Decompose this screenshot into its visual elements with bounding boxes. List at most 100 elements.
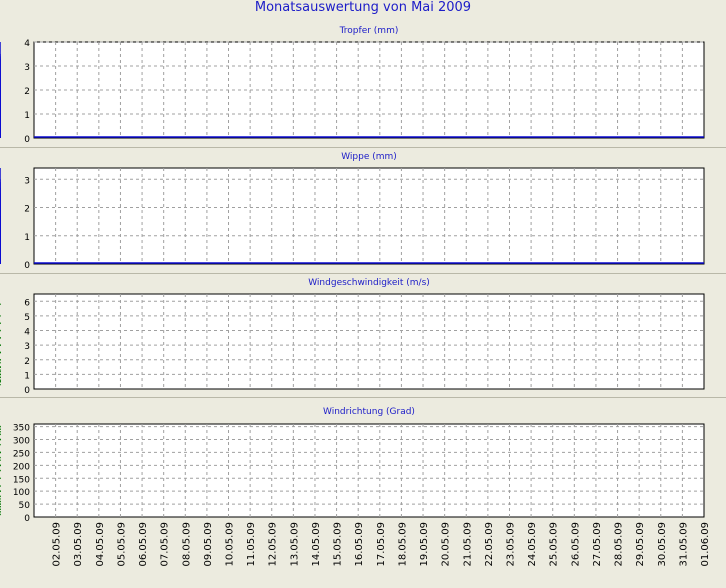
x-tick-label: 05.05.09	[116, 522, 127, 567]
data-point	[0, 369, 1, 371]
data-point	[0, 438, 1, 441]
x-tick-label: 23.05.09	[505, 522, 516, 567]
data-point	[0, 351, 1, 354]
data-point	[0, 459, 1, 461]
x-tick-label: 20.05.09	[441, 522, 452, 567]
panel-title: Wippe (mm)	[341, 152, 397, 162]
data-point	[0, 380, 1, 383]
x-tick-label: 31.05.09	[678, 522, 689, 567]
x-tick-label: 15.05.09	[333, 522, 344, 567]
data-point	[0, 451, 1, 454]
y-tick-label: 2	[24, 205, 30, 215]
data-point	[0, 485, 1, 487]
x-tick-label: 09.05.09	[203, 522, 214, 567]
data-point	[0, 464, 1, 467]
data-point	[0, 370, 1, 373]
x-tick-label: 18.05.09	[397, 522, 408, 567]
y-tick-label: 0	[24, 261, 30, 271]
x-tick-label: 30.05.09	[657, 522, 668, 567]
data-point	[0, 322, 1, 325]
panel-title: Windgeschwindigkeit (m/s)	[308, 278, 430, 288]
plot-area	[33, 423, 705, 518]
data-point	[0, 430, 1, 433]
y-tick-label: 350	[13, 424, 30, 434]
plot-area	[33, 167, 705, 265]
data-point	[0, 315, 1, 317]
data-point	[0, 344, 1, 346]
x-tick-label: 12.05.09	[268, 522, 279, 567]
y-tick-label: 0	[24, 386, 30, 396]
data-point	[0, 500, 1, 503]
data-point	[0, 508, 1, 511]
data-point	[0, 477, 1, 480]
data-point	[0, 469, 1, 472]
x-tick-label: 14.05.09	[311, 522, 322, 567]
plot-area	[33, 293, 705, 390]
data-point	[0, 498, 1, 500]
x-tick-label: 27.05.09	[592, 522, 603, 567]
y-tick-label: 4	[24, 328, 30, 338]
y-tick-label: 0	[24, 514, 30, 524]
y-tick-label: 0	[24, 135, 30, 145]
y-tick-label: 1	[24, 111, 30, 121]
data-point	[0, 373, 1, 376]
x-tick-label: 10.05.09	[225, 522, 236, 567]
x-tick-label: 11.05.09	[246, 522, 257, 567]
data-point	[0, 495, 1, 498]
data-point	[0, 329, 1, 332]
y-tick-label: 100	[13, 488, 30, 498]
data-point	[0, 366, 1, 368]
panel-separator	[0, 273, 726, 274]
x-tick-label: 03.05.09	[73, 522, 84, 567]
x-tick-label: 08.05.09	[181, 522, 192, 567]
panel-separator	[0, 147, 726, 148]
data-point	[0, 503, 1, 505]
y-tick-label: 3	[24, 342, 30, 352]
data-point	[0, 428, 1, 430]
plot-area	[33, 41, 705, 139]
x-tick-label: 01.06.09	[700, 522, 711, 567]
panel-separator	[0, 397, 726, 398]
page-title: Monatsauswertung von Mai 2009	[254, 0, 472, 15]
panel-title: Tropfer (mm)	[339, 26, 399, 36]
data-point	[0, 425, 1, 428]
x-tick-label: 07.05.09	[160, 522, 171, 567]
data-point	[0, 511, 1, 513]
y-tick-label: 250	[13, 449, 30, 459]
y-tick-label: 5	[24, 313, 30, 323]
y-tick-label: 200	[13, 462, 30, 472]
x-tick-label: 24.05.09	[527, 522, 538, 567]
x-tick-label: 22.05.09	[484, 522, 495, 567]
x-tick-label: 28.05.09	[614, 522, 625, 567]
x-tick-label: 02.05.09	[52, 522, 63, 567]
x-tick-label: 04.05.09	[95, 522, 106, 567]
data-point	[0, 513, 1, 516]
y-tick-label: 1	[24, 233, 30, 243]
x-tick-label: 17.05.09	[376, 522, 387, 567]
y-tick-label: 150	[13, 475, 30, 485]
y-tick-label: 2	[24, 357, 30, 367]
data-point	[0, 456, 1, 459]
y-tick-label: 300	[13, 437, 30, 447]
data-point	[0, 383, 1, 386]
y-tick-label: 1	[24, 371, 30, 381]
data-point	[0, 337, 1, 339]
y-tick-label: 3	[24, 63, 30, 73]
data-point	[0, 358, 1, 361]
data-point	[0, 490, 1, 492]
x-tick-label: 26.05.09	[570, 522, 581, 567]
data-point	[0, 376, 1, 379]
y-tick-label: 50	[19, 501, 31, 511]
y-tick-label: 4	[24, 39, 30, 49]
data-point	[0, 505, 1, 508]
x-tick-label: 25.05.09	[549, 522, 560, 567]
x-tick-label: 13.05.09	[289, 522, 300, 567]
panel-title: Windrichtung (Grad)	[323, 407, 415, 417]
data-point	[0, 443, 1, 446]
x-tick-label: 19.05.09	[419, 522, 430, 567]
x-tick-label: 29.05.09	[635, 522, 646, 567]
y-tick-label: 3	[24, 176, 30, 186]
y-tick-label: 6	[24, 298, 30, 308]
data-point	[0, 361, 1, 364]
